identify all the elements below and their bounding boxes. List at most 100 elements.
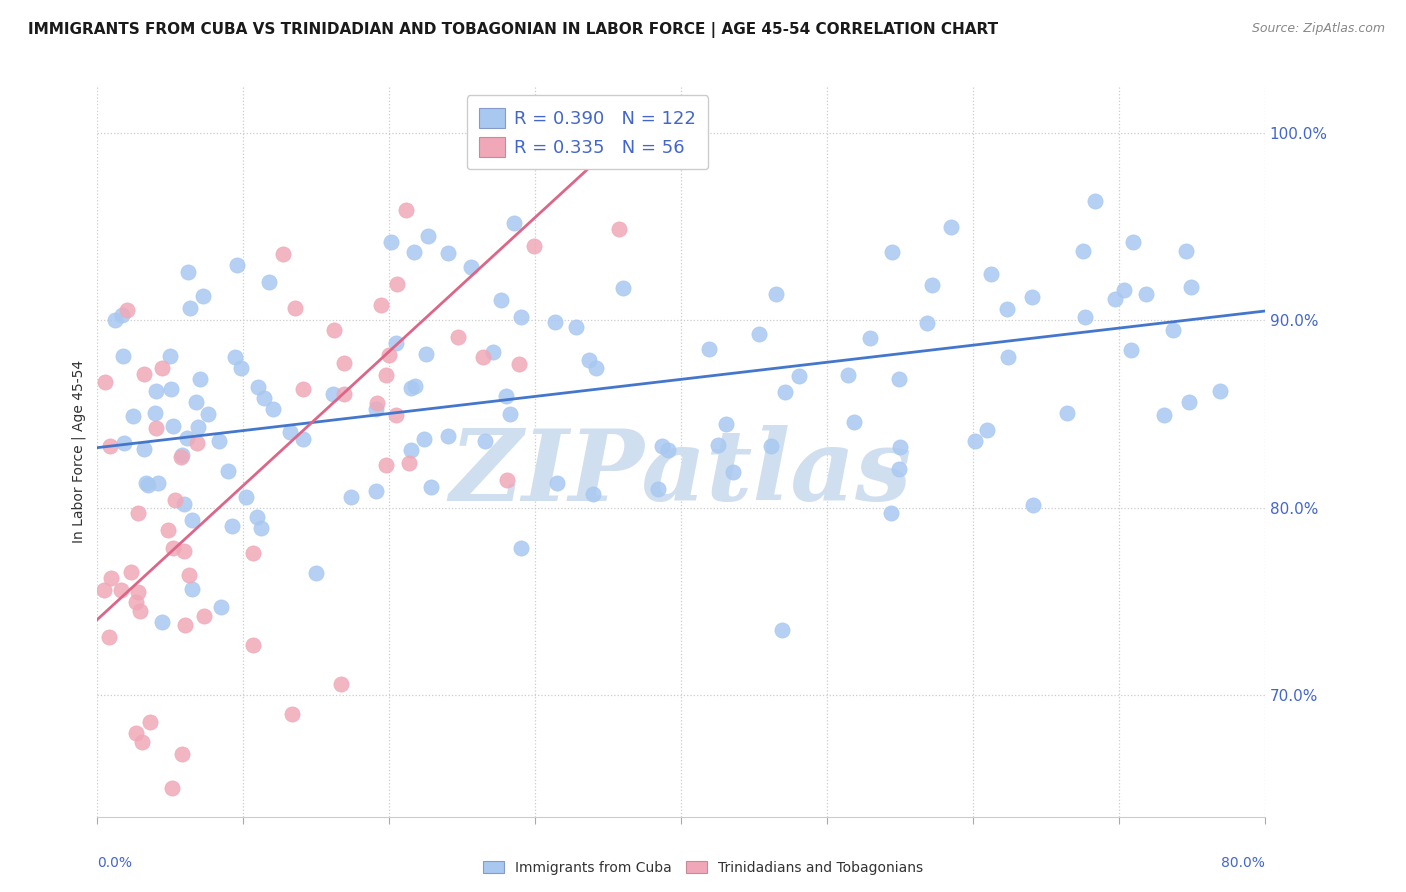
Point — [170, 747, 193, 761]
Point — [578, 352, 600, 367]
Point — [565, 320, 588, 334]
Point — [1153, 409, 1175, 423]
Point — [380, 235, 402, 249]
Point — [600, 21, 623, 36]
Point — [612, 281, 634, 295]
Point — [404, 378, 426, 392]
Point — [193, 608, 215, 623]
Point — [416, 229, 439, 244]
Legend: R = 0.390   N = 122, R = 0.335   N = 56: R = 0.390 N = 122, R = 0.335 N = 56 — [467, 95, 709, 169]
Point — [773, 385, 796, 400]
Point — [250, 521, 273, 535]
Point — [880, 244, 903, 259]
Point — [253, 391, 276, 405]
Point — [370, 298, 392, 312]
Point — [1119, 343, 1142, 357]
Point — [186, 436, 208, 450]
Point — [162, 418, 184, 433]
Point — [120, 565, 142, 579]
Point — [181, 513, 204, 527]
Point — [278, 425, 301, 440]
Point — [401, 442, 423, 457]
Point — [995, 301, 1018, 316]
Point — [748, 326, 770, 341]
Point — [150, 615, 173, 630]
Point — [1071, 244, 1094, 259]
Point — [1074, 310, 1097, 324]
Point — [104, 313, 127, 327]
Point — [543, 316, 565, 330]
Point — [471, 351, 494, 365]
Point — [225, 258, 247, 272]
Point — [333, 387, 356, 401]
Point — [1135, 287, 1157, 301]
Point — [939, 220, 962, 235]
Point — [384, 408, 406, 422]
Point — [1104, 292, 1126, 306]
Point — [157, 524, 180, 538]
Point — [93, 583, 115, 598]
Legend: Immigrants from Cuba, Trinidadians and Tobagonians: Immigrants from Cuba, Trinidadians and T… — [478, 855, 928, 880]
Point — [208, 434, 231, 448]
Point — [495, 474, 517, 488]
Point — [242, 546, 264, 560]
Point — [398, 456, 420, 470]
Point — [134, 442, 156, 456]
Point — [1177, 395, 1199, 409]
Point — [523, 239, 546, 253]
Point — [419, 479, 441, 493]
Point — [921, 277, 943, 292]
Point — [510, 310, 533, 325]
Point — [889, 440, 911, 454]
Point — [262, 402, 284, 417]
Text: 0.0%: 0.0% — [97, 856, 132, 871]
Point — [305, 566, 328, 581]
Point — [844, 415, 866, 429]
Point — [197, 407, 219, 421]
Point — [330, 676, 353, 690]
Point — [246, 380, 269, 394]
Point — [1175, 244, 1198, 259]
Point — [976, 423, 998, 437]
Point — [173, 543, 195, 558]
Point — [177, 265, 200, 279]
Point — [1056, 406, 1078, 420]
Point — [1209, 384, 1232, 398]
Point — [127, 507, 149, 521]
Point — [697, 342, 720, 356]
Point — [880, 506, 903, 520]
Point — [125, 726, 148, 740]
Point — [917, 316, 939, 330]
Point — [139, 715, 162, 730]
Point — [499, 407, 522, 421]
Point — [115, 303, 138, 318]
Point — [129, 604, 152, 618]
Point — [98, 631, 121, 645]
Point — [145, 384, 167, 398]
Point — [364, 401, 387, 416]
Point — [160, 780, 183, 795]
Point — [491, 293, 513, 307]
Point — [837, 368, 859, 383]
Point — [1112, 283, 1135, 297]
Point — [187, 420, 209, 434]
Point — [1122, 235, 1144, 249]
Point — [447, 330, 470, 344]
Point — [159, 349, 181, 363]
Point — [173, 497, 195, 511]
Point — [375, 368, 398, 383]
Point — [146, 475, 169, 490]
Point — [179, 301, 201, 315]
Point — [375, 458, 398, 472]
Point — [585, 361, 607, 376]
Point — [647, 483, 669, 497]
Point — [415, 347, 437, 361]
Point — [127, 585, 149, 599]
Point — [188, 372, 211, 386]
Point — [385, 277, 408, 292]
Point — [322, 387, 344, 401]
Point — [135, 476, 157, 491]
Point — [121, 409, 143, 424]
Point — [1021, 290, 1043, 304]
Point — [292, 382, 315, 396]
